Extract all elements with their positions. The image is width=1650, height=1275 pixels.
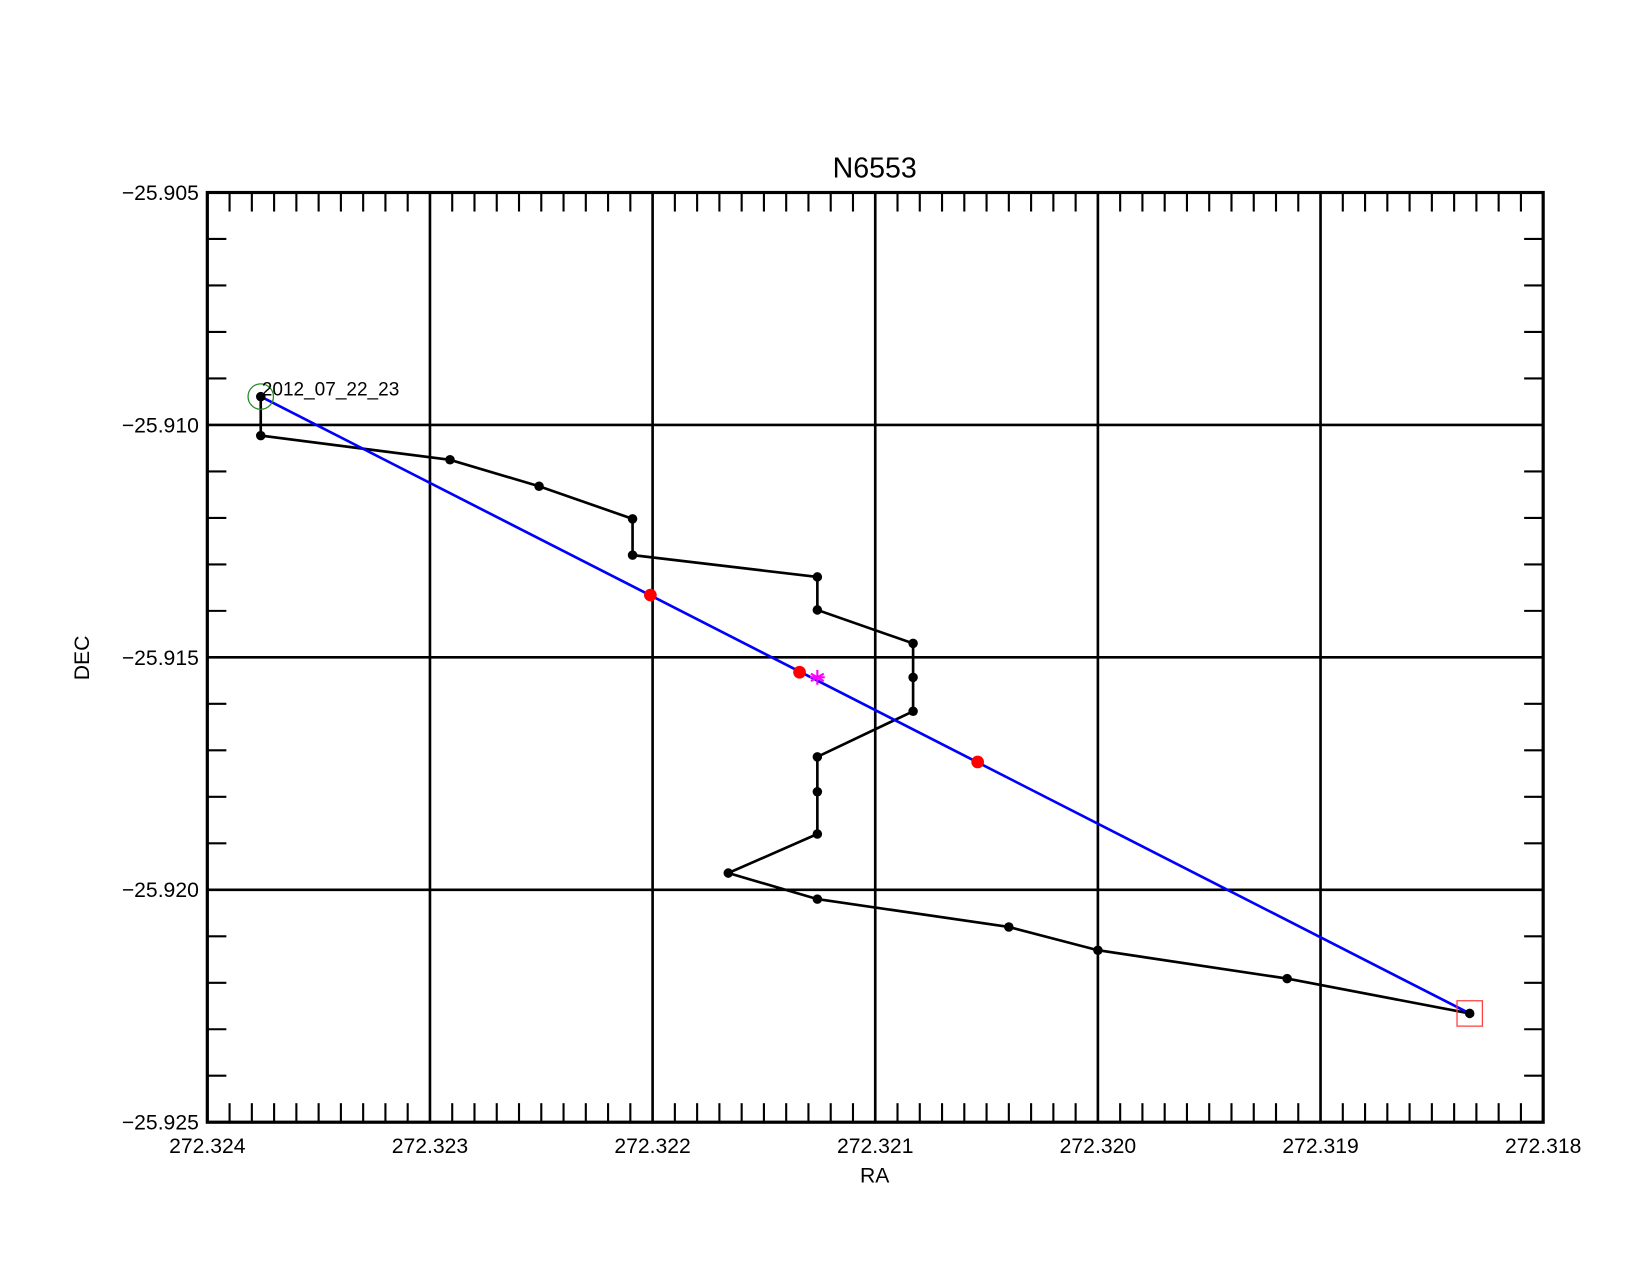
x-tick-label: 272.322 bbox=[614, 1135, 690, 1158]
x-tick-label: 272.320 bbox=[1060, 1135, 1136, 1158]
point bbox=[445, 455, 455, 465]
point bbox=[812, 786, 823, 797]
point bbox=[971, 755, 985, 769]
marker-square bbox=[1456, 1000, 1484, 1027]
x-axis-label: RA bbox=[860, 1165, 890, 1188]
chart-title: N6553 bbox=[833, 153, 917, 185]
point bbox=[812, 605, 823, 615]
point bbox=[908, 638, 918, 649]
point bbox=[812, 752, 823, 762]
marker-asterisk bbox=[809, 669, 825, 685]
y-tick-label: −25.905 bbox=[122, 182, 199, 205]
y-tick-label: −25.925 bbox=[122, 1112, 199, 1135]
y-axis-label: DEC bbox=[71, 636, 94, 681]
y-tick-label: −25.910 bbox=[122, 414, 199, 437]
series-line bbox=[260, 395, 1471, 1015]
x-tick-label: 272.318 bbox=[1505, 1135, 1581, 1158]
point bbox=[255, 430, 266, 441]
point bbox=[908, 672, 918, 683]
point bbox=[627, 514, 638, 524]
x-tick-label: 272.319 bbox=[1282, 1135, 1358, 1158]
x-tick-label: 272.323 bbox=[392, 1135, 468, 1158]
point bbox=[723, 868, 734, 878]
point bbox=[908, 706, 918, 717]
point bbox=[534, 481, 544, 492]
point bbox=[812, 572, 823, 582]
marker-circle bbox=[247, 383, 275, 410]
series-line bbox=[259, 396, 1470, 1015]
point bbox=[812, 894, 823, 904]
point bbox=[627, 550, 638, 560]
point bbox=[644, 588, 657, 602]
annotation: 2012_07_22_23 bbox=[262, 380, 399, 401]
y-tick-label: −25.920 bbox=[122, 879, 199, 902]
point bbox=[1464, 1008, 1475, 1019]
point bbox=[1282, 973, 1292, 984]
point bbox=[1004, 922, 1014, 932]
plot-frame bbox=[205, 190, 1545, 1124]
y-tick-label: −25.915 bbox=[122, 647, 199, 670]
point bbox=[255, 391, 266, 402]
x-tick-label: 272.321 bbox=[837, 1135, 913, 1158]
plot: N6553 RA DEC 272.324 272.323 272.322 272.32… bbox=[71, 153, 1582, 1188]
point bbox=[812, 829, 823, 839]
x-tick-label: 272.324 bbox=[169, 1135, 246, 1158]
point bbox=[1093, 945, 1103, 955]
point bbox=[793, 665, 806, 679]
